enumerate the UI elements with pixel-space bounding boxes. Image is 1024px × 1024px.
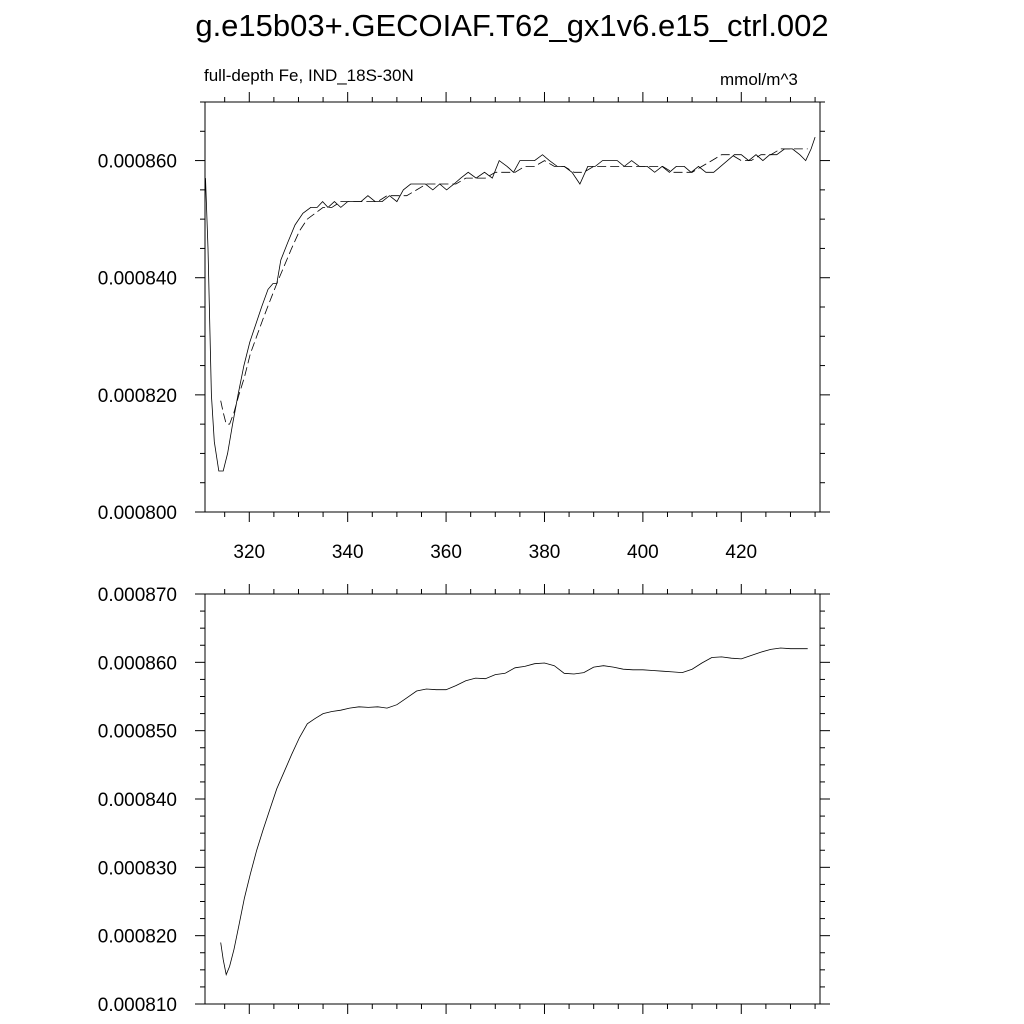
chart-1-fe-timeseries: 320 340 360 380 400 420 0.000800 0.000820 0.0008… — [98, 92, 830, 563]
y-tick-label: 0.000850 — [98, 722, 177, 743]
y-tick-label: 0.000840 — [98, 269, 177, 290]
x-tick-label: 400 — [627, 542, 659, 563]
y-tick-label: 0.000870 — [98, 585, 177, 606]
y-tick-label: 0.000820 — [98, 386, 177, 407]
series-line-1 — [205, 136, 816, 472]
x-tick-label: 320 — [233, 542, 265, 563]
y-tick-label: 0.000860 — [98, 653, 177, 674]
series-line-2-dashed — [220, 148, 808, 425]
chart-1-units-label: mmol/m^3 — [720, 70, 798, 89]
page-title: g.e15b03+.GECOIAF.T62_gx1v6.e15_ctrl.002 — [195, 8, 829, 43]
chart-2-fe-smoothed: 0.000810 0.000820 0.000830 0.000840 0.000850… — [98, 584, 830, 1016]
chart-1-subtitle-left: full-depth Fe, IND_18S-30N — [204, 66, 414, 85]
x-tick-label: 380 — [529, 542, 561, 563]
plot-frame — [204, 593, 821, 1005]
plot-frame — [204, 101, 821, 513]
y-tick-label: 0.000840 — [98, 790, 177, 811]
y-tick-label: 0.000820 — [98, 927, 177, 948]
x-tick-label: 420 — [725, 542, 757, 563]
y-tick-label: 0.000800 — [98, 503, 177, 524]
y-tick-label: 0.000860 — [98, 152, 177, 173]
series-line-1 — [220, 647, 808, 976]
y-tick-label: 0.000830 — [98, 858, 177, 879]
x-tick-label: 340 — [332, 542, 364, 563]
x-tick-label: 360 — [430, 542, 462, 563]
y-tick-label: 0.000810 — [98, 995, 177, 1016]
